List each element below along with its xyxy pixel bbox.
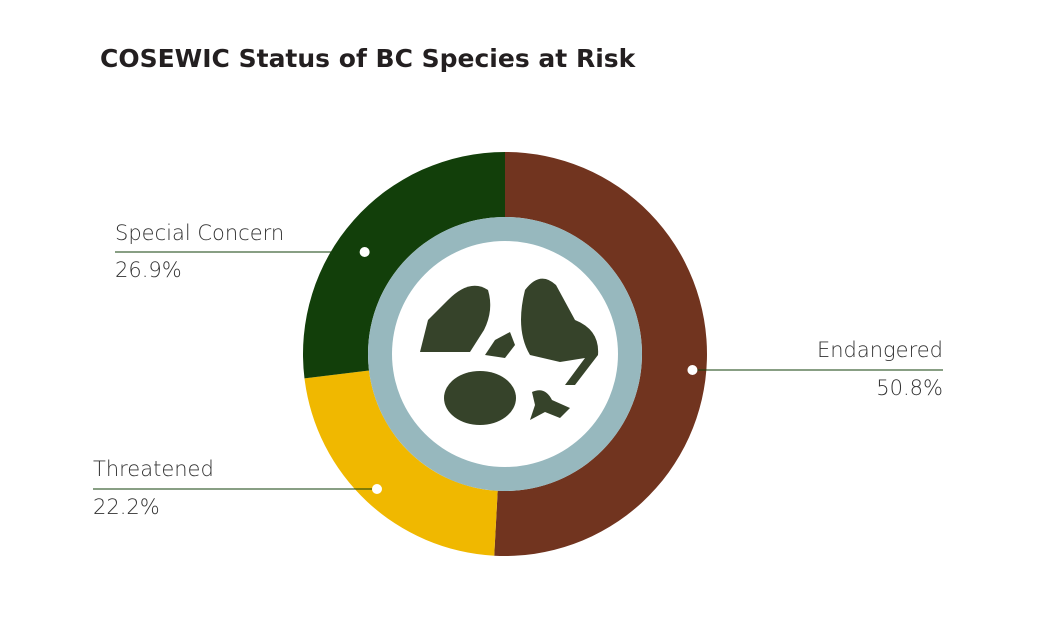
- sea-lion: [521, 278, 599, 385]
- owl: [420, 285, 491, 352]
- label-dot: [371, 484, 382, 494]
- category-label: Threatened: [93, 457, 214, 481]
- frog: [530, 390, 570, 420]
- label-dot: [359, 247, 370, 257]
- category-label: Endangered: [817, 338, 943, 362]
- category-label: Special Concern: [115, 221, 284, 245]
- value-label: 50.8%: [876, 376, 943, 400]
- chart-title: COSEWIC Status of BC Species at Risk: [100, 44, 637, 73]
- insect: [485, 332, 515, 358]
- donut: [303, 152, 707, 556]
- slice: [303, 152, 505, 379]
- species-silhouettes: [420, 278, 599, 425]
- value-label: 26.9%: [115, 258, 182, 282]
- slice: [304, 370, 498, 556]
- value-label: 22.2%: [93, 495, 160, 519]
- label-dot: [687, 365, 698, 375]
- labels: Endangered 50.8% Threatened 22.2% Special Co…: [93, 221, 943, 519]
- slice: [494, 152, 707, 556]
- shrub: [444, 371, 516, 425]
